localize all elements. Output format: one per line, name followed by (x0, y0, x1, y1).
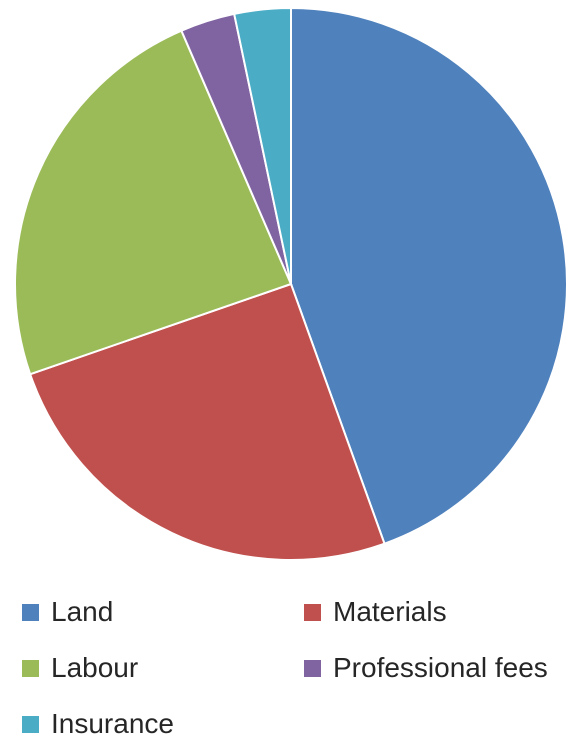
pie-slice-materials (28, 282, 386, 561)
pie-slice-land (290, 6, 568, 545)
pie-slice-labour (14, 29, 293, 376)
pie-slice-insurance (232, 6, 292, 285)
